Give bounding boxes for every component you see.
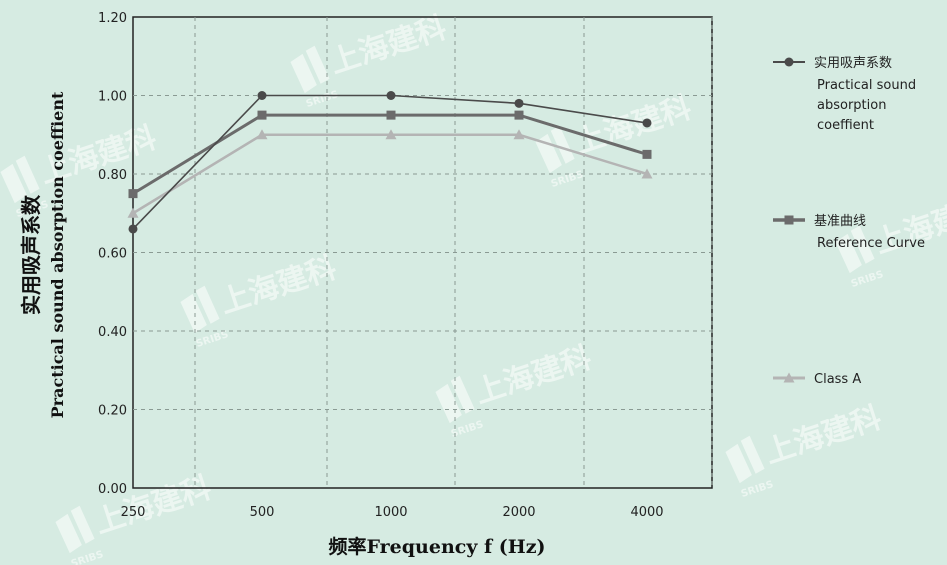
- series-circle: [128, 91, 652, 234]
- x-tick-label: 2000: [502, 505, 535, 520]
- data-point: [642, 118, 652, 128]
- data-point: [256, 129, 268, 140]
- y-axis-title-cn: 实用吸声系数: [19, 194, 43, 315]
- watermark-text: 上海建科: [216, 250, 341, 320]
- y-tick-label: 0.80: [98, 168, 127, 183]
- x-tick-label: 4000: [630, 505, 663, 520]
- watermark-logo-icon: [55, 505, 95, 554]
- watermark-logo-icon: [835, 225, 875, 274]
- gridlines: [133, 17, 713, 488]
- y-tick-label: 0.60: [98, 247, 127, 262]
- data-point: [128, 189, 138, 199]
- series-triangle: [127, 129, 653, 218]
- data-point: [257, 110, 267, 120]
- y-tick-label: 1.00: [98, 90, 127, 105]
- watermark-sub: SRIBS: [195, 329, 230, 350]
- watermark-text: 上海建科: [326, 10, 451, 80]
- legend-item: Class A: [773, 372, 861, 387]
- series-layer: [127, 91, 653, 234]
- legend-marker: [784, 215, 794, 225]
- data-point: [513, 129, 525, 140]
- watermark-logo-icon: [290, 45, 330, 94]
- watermark-logo-icon: [535, 125, 575, 174]
- data-point: [385, 129, 397, 140]
- data-point: [257, 91, 267, 100]
- watermark-text: 上海建科: [91, 470, 216, 540]
- watermark-text: 上海建科: [471, 340, 596, 410]
- watermark-sub: SRIBS: [70, 549, 105, 565]
- legend-label-en: Practical sound: [817, 78, 916, 93]
- legend-label-cn: 基准曲线: [814, 214, 866, 229]
- y-tick-label: 0.40: [98, 325, 127, 340]
- x-axis-ticks: 250 500 1000 2000 4000: [121, 505, 664, 520]
- data-point: [514, 98, 524, 108]
- watermark-sub: SRIBS: [550, 169, 585, 190]
- watermark-sub: SRIBS: [850, 269, 885, 290]
- y-tick-label: 0.20: [98, 404, 127, 419]
- y-axis-title: 实用吸声系数 Practical sound absorption coeffi…: [19, 91, 67, 418]
- legend-label-en: coeffient: [817, 118, 874, 133]
- data-point: [386, 110, 396, 120]
- watermark-logo-icon: [435, 375, 475, 424]
- data-point: [514, 110, 524, 120]
- legend-label-cn: 实用吸声系数: [814, 56, 892, 71]
- data-point: [641, 168, 653, 179]
- watermark: 上海建科 SRIBS: [725, 400, 886, 500]
- legend: 实用吸声系数 Practical sound absorption coeffient…: [773, 56, 925, 387]
- watermark-logo-icon: [180, 285, 220, 334]
- legend-label-en: Class A: [814, 372, 861, 387]
- watermark-sub: SRIBS: [305, 89, 340, 110]
- legend-label-en: absorption: [817, 98, 886, 113]
- legend-item: 实用吸声系数 Practical sound absorption coeffient: [773, 56, 916, 133]
- legend-label-en: Reference Curve: [817, 236, 925, 251]
- data-point: [127, 207, 139, 218]
- legend-marker: [784, 57, 794, 67]
- x-axis-title: 频率Frequency f (Hz): [329, 535, 546, 558]
- watermark-logo-icon: [0, 155, 40, 204]
- y-tick-label: 0.00: [98, 482, 127, 497]
- watermark-text: 上海建科: [761, 400, 886, 470]
- legend-marker: [783, 372, 795, 383]
- watermark: 上海建科 SRIBS: [180, 250, 341, 350]
- x-tick-label: 500: [250, 505, 275, 520]
- data-point: [386, 91, 396, 100]
- y-tick-label: 1.20: [98, 11, 127, 26]
- watermark-layer: 上海建科 SRIBS 上海建科 SRIBS 上海建科 SRIBS 上海建科 SRIBS 上海建科…: [0, 10, 947, 565]
- data-point: [128, 224, 138, 234]
- x-tick-label: 1000: [374, 505, 407, 520]
- watermark-sub: SRIBS: [740, 479, 775, 500]
- y-axis-ticks: 0.00 0.20 0.40 0.60 0.80 1.00 1.20: [98, 11, 127, 497]
- series-square: [128, 110, 652, 199]
- y-axis-title-en: Practical sound absorption coeffient: [48, 91, 67, 418]
- legend-item: 基准曲线 Reference Curve: [773, 214, 925, 251]
- watermark-logo-icon: [725, 435, 765, 484]
- x-tick-label: 250: [121, 505, 146, 520]
- data-point: [642, 149, 652, 159]
